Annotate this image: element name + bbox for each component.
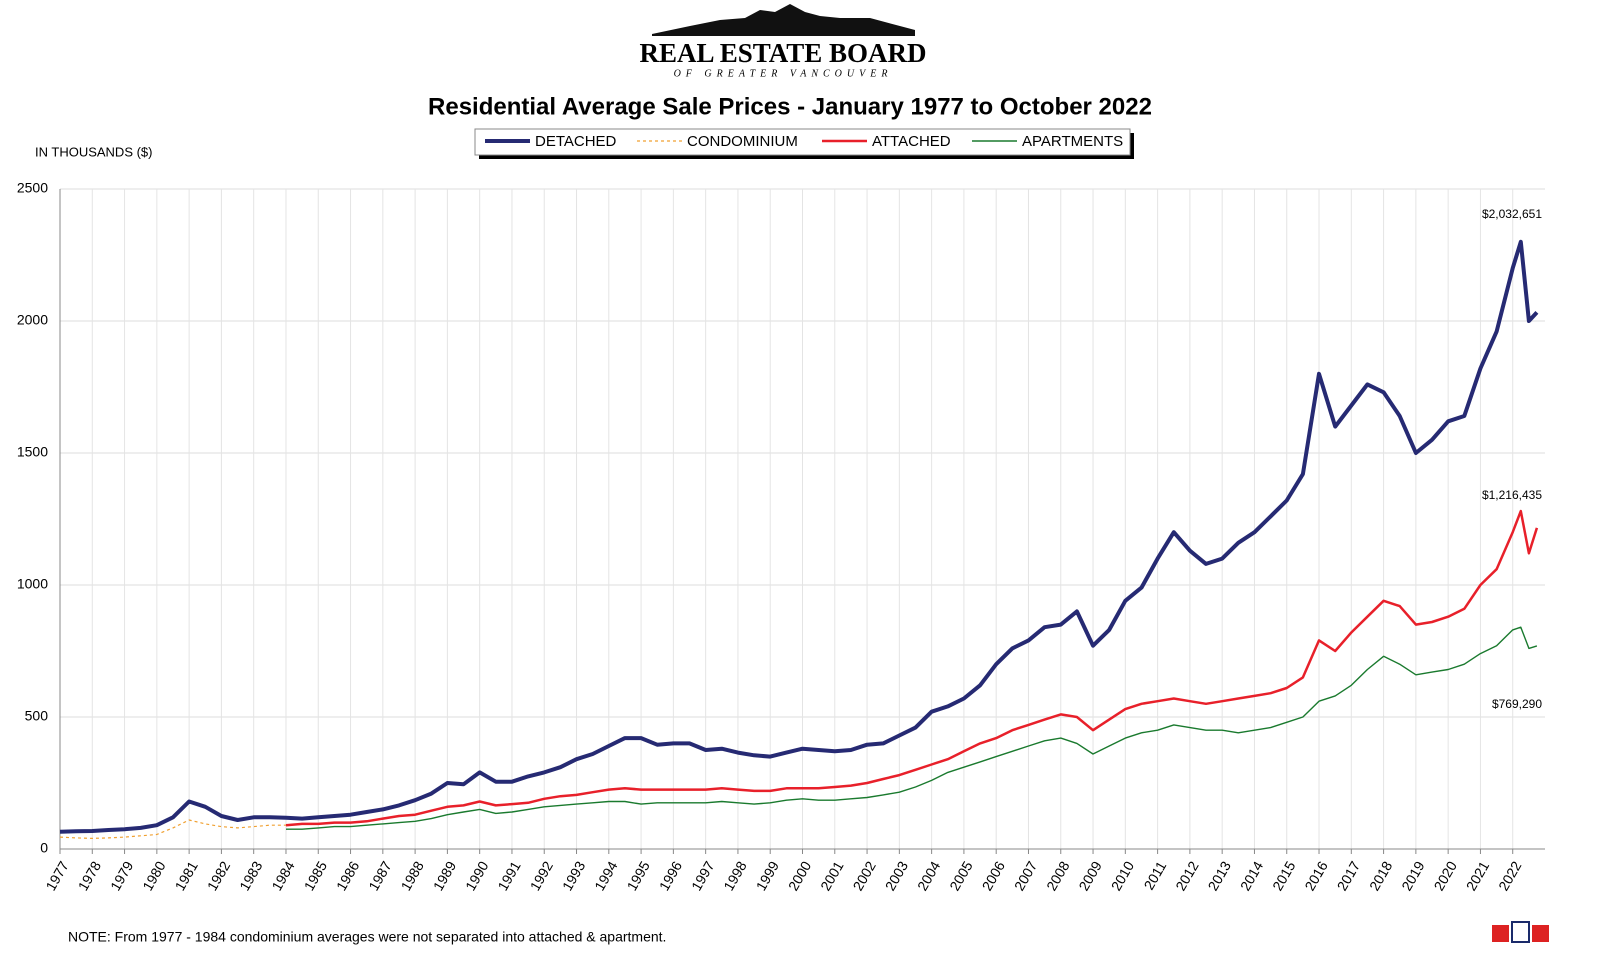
x-tick-label: 1977 — [42, 858, 72, 893]
x-tick-label: 1997 — [688, 858, 718, 893]
x-tick-label: 2005 — [946, 858, 976, 893]
x-tick-label: 2007 — [1011, 858, 1041, 893]
x-tick-label: 1989 — [430, 858, 460, 893]
series-line — [59, 819, 286, 839]
note: NOTE: From 1977 - 1984 condominium avera… — [68, 929, 666, 945]
y-tick-label: 2000 — [17, 312, 48, 328]
x-tick-label: 2010 — [1108, 858, 1138, 893]
x-tick-label: 1982 — [204, 858, 234, 893]
x-tick-label: 2001 — [817, 858, 847, 893]
x-tick-label: 2020 — [1431, 858, 1461, 893]
x-tick-label: 1993 — [559, 858, 589, 893]
x-tick-label: 1990 — [462, 858, 492, 893]
annotation: $1,216,435 — [1482, 488, 1542, 502]
legend-label: DETACHED — [535, 133, 617, 150]
x-tick-label: 2008 — [1043, 858, 1073, 893]
x-tick-label: 2014 — [1237, 858, 1267, 893]
x-tick-label: 2003 — [882, 858, 912, 893]
x-tick-label: 1979 — [107, 858, 137, 893]
y-tick-label: 1000 — [17, 576, 48, 592]
y-tick-label: 0 — [40, 840, 48, 856]
mls-box — [1492, 925, 1509, 942]
legend-label: ATTACHED — [872, 133, 951, 150]
x-tick-label: 2011 — [1141, 858, 1170, 892]
mls-box — [1511, 921, 1530, 943]
x-tick-label: 1983 — [236, 858, 266, 893]
x-tick-label: 1981 — [172, 858, 202, 893]
logo-title: REAL ESTATE BOARD — [639, 38, 926, 68]
x-tick-label: 1995 — [623, 858, 653, 893]
x-tick-label: 2016 — [1301, 858, 1331, 893]
x-tick-label: 2015 — [1269, 858, 1299, 893]
series-line — [285, 509, 1539, 827]
x-tick-label: 1999 — [753, 858, 783, 893]
x-tick-label: 1991 — [494, 858, 524, 893]
logo-subtitle: OF GREATER VANCOUVER — [674, 68, 893, 79]
logo-skyline — [652, 4, 915, 36]
x-tick-label: 2017 — [1334, 858, 1364, 893]
x-tick-label: 1996 — [656, 858, 686, 893]
x-tick-label: 1986 — [333, 858, 363, 893]
x-tick-label: 1978 — [75, 858, 105, 893]
x-tick-label: 2006 — [979, 858, 1009, 893]
y-tick-label: 2500 — [17, 180, 48, 196]
annotation: $2,032,651 — [1482, 207, 1542, 221]
x-tick-label: 1985 — [301, 858, 331, 893]
x-tick-label: 2021 — [1463, 858, 1493, 893]
x-tick-label: 2000 — [785, 858, 815, 893]
series-line — [59, 239, 1539, 834]
x-tick-label: 1984 — [268, 858, 298, 893]
x-tick-label: 2013 — [1205, 858, 1235, 893]
x-tick-label: 2012 — [1172, 858, 1202, 893]
x-tick-label: 2019 — [1398, 858, 1428, 893]
legend — [474, 128, 1131, 156]
y-tick-label: 1500 — [17, 444, 48, 460]
x-tick-label: 2009 — [1075, 858, 1105, 893]
series-line — [286, 626, 1538, 830]
x-tick-label: 1988 — [397, 858, 427, 893]
x-tick-label: 2002 — [849, 858, 879, 893]
mls-box — [1532, 925, 1549, 942]
x-tick-label: 1998 — [720, 858, 750, 893]
logo: REAL ESTATE BOARD OF GREATER VANCOUVER — [639, 4, 927, 79]
annotation: $769,290 — [1492, 697, 1542, 711]
x-tick-label: 2018 — [1366, 858, 1396, 893]
x-tick-label: 2022 — [1495, 858, 1525, 893]
mls-logo — [1492, 921, 1549, 943]
y-axis-label: IN THOUSANDS ($) — [35, 144, 153, 159]
legend-label: APARTMENTS — [1022, 133, 1123, 150]
y-tick-label: 500 — [25, 708, 49, 724]
x-tick-label: 1980 — [139, 858, 169, 893]
x-tick-label: 1992 — [527, 858, 557, 893]
x-tick-label: 2004 — [914, 858, 944, 893]
plot: 0 500 1000 1500 2000 2500 1977 1978 1979 1980 1981… — [17, 180, 1545, 893]
x-tick-label: 1994 — [591, 858, 621, 893]
legend-label: CONDOMINIUM — [687, 133, 798, 150]
x-tick-label: 1987 — [365, 858, 395, 893]
chart-title: Residential Average Sale Prices - Januar… — [428, 93, 1152, 120]
